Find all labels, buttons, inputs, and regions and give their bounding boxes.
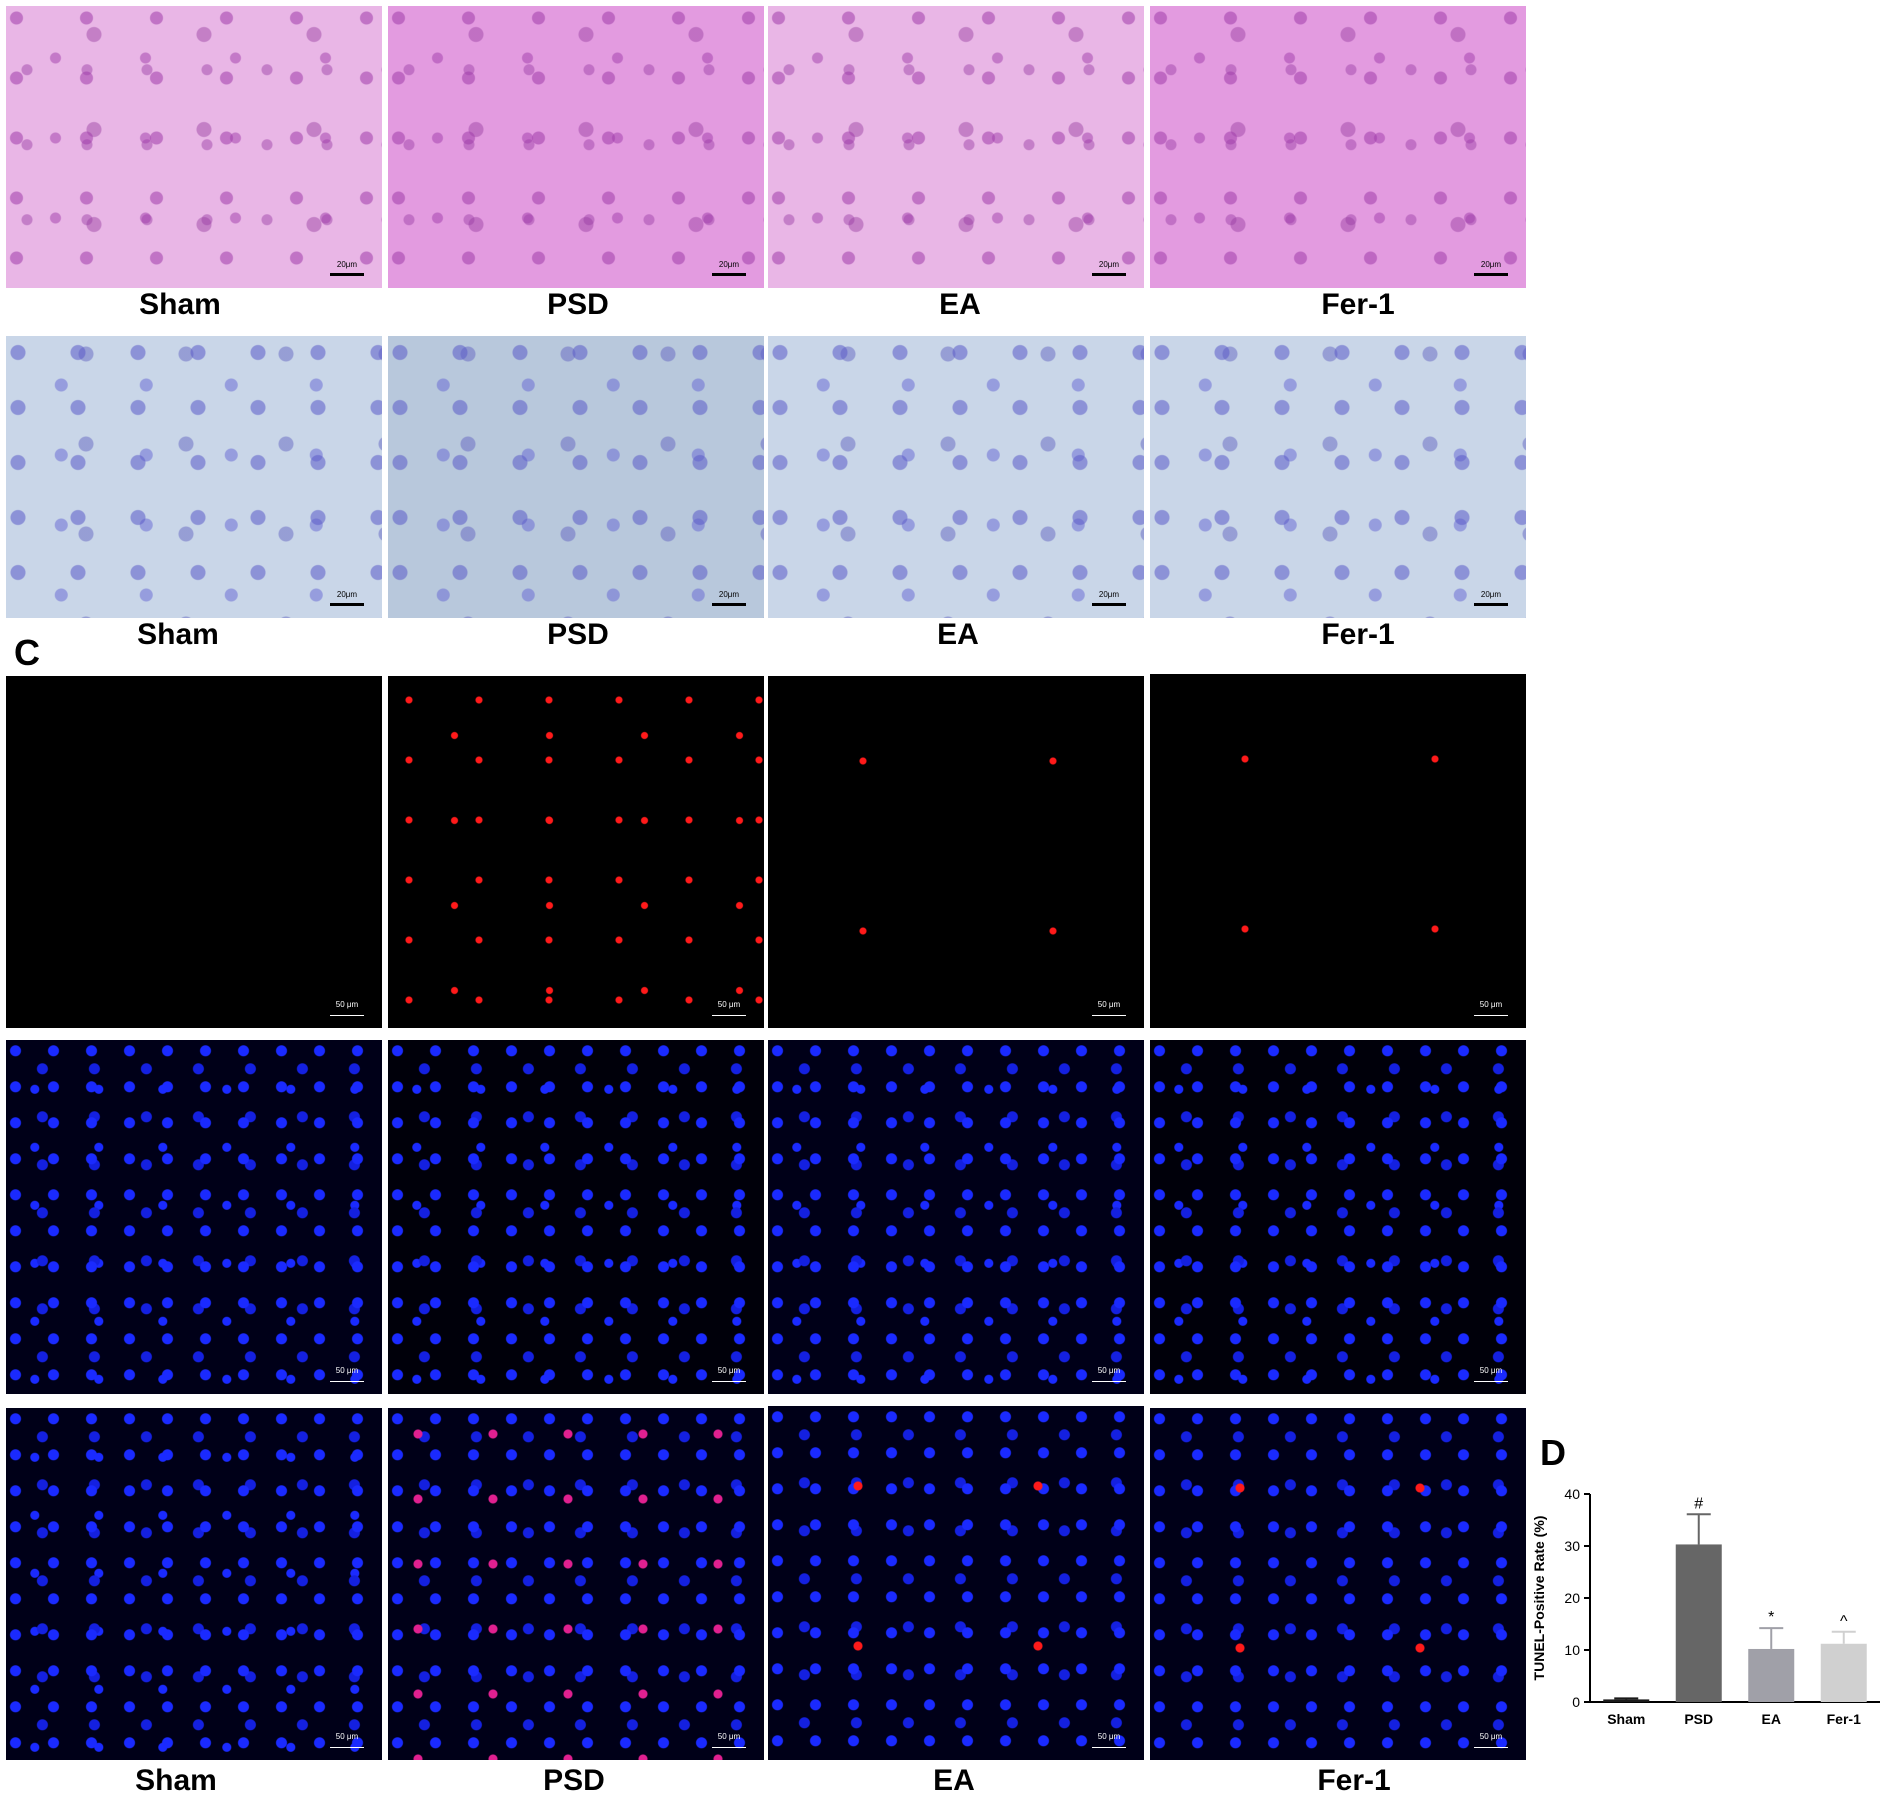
dapi-image-psd: 50 μm [388,1040,764,1394]
he-image-sham: 20μm [6,6,382,288]
merge-image-ea: 50 μm [768,1406,1144,1760]
scale-label: 50 μm [717,1732,741,1741]
scale-label: 20μm [336,260,358,269]
group-label-psd: PSD [543,1764,605,1797]
dapi-image-fer1: 50 μm [1150,1040,1526,1394]
scale-label: 50 μm [335,1366,359,1375]
dapi-image-ea: 50 μm [768,1040,1144,1394]
bar-sham [1603,1699,1650,1702]
he-image-psd: 20μm [388,6,764,288]
merge-image-sham: 50 μm [6,1408,382,1760]
scale-label: 20μm [1098,260,1120,269]
x-tick-label: PSD [1684,1711,1713,1727]
tunel-image-psd: 50 μm [388,676,764,1028]
x-tick-label: Fer-1 [1827,1711,1861,1727]
merge-image-psd: 50 μm [388,1408,764,1760]
group-label-sham: Sham [139,288,221,321]
tunel-bar-chart: 0 10 20 30 40 TUNEL-Positive Rate (%) Sham # PSD… [1531,1486,1880,1727]
y-tick-label: 20 [1564,1590,1580,1606]
scale-label: 50 μm [1097,1732,1121,1741]
y-tick-label: 30 [1564,1538,1580,1554]
tunel-image-ea: 50 μm [768,676,1144,1028]
group-label-ea: EA [939,288,981,321]
dapi-image-sham: 50 μm [6,1040,382,1394]
scale-label: 50 μm [717,1000,741,1009]
bar-psd [1675,1544,1722,1702]
group-label-sham: Sham [135,1764,217,1797]
y-tick-label: 10 [1564,1642,1580,1658]
tunel-image-sham: 50 μm [6,676,382,1028]
bar-fer-1 [1820,1643,1867,1702]
panel-label-d: D [1540,1432,1566,1473]
nissl-image-psd: 20μm [388,336,764,618]
panel-label-c: C [14,632,40,673]
y-tick-label: 40 [1564,1486,1580,1502]
group-label-fer1: Fer-1 [1321,288,1395,321]
bar-ea [1748,1648,1795,1702]
scale-label: 20μm [336,590,358,599]
merge-image-fer1: 50 μm [1150,1408,1526,1760]
nissl-image-ea: 20μm [768,336,1144,618]
group-label-sham: Sham [137,618,219,651]
x-tick-label: Sham [1607,1711,1645,1727]
scale-label: 20μm [1480,590,1502,599]
group-label-ea: EA [933,1764,975,1797]
nissl-image-fer1: 20μm [1150,336,1526,618]
significance-mark: # [1694,1495,1703,1512]
significance-mark: * [1768,1609,1774,1626]
scale-label: 50 μm [1479,1000,1503,1009]
tunel-image-fer1: 50 μm [1150,674,1526,1028]
y-tick-label: 0 [1572,1694,1580,1710]
group-label-fer1: Fer-1 [1321,618,1395,651]
scale-label: 50 μm [717,1366,741,1375]
group-label-ea: EA [937,618,979,651]
nissl-image-sham: 20μm [6,336,382,618]
scale-label: 50 μm [1479,1732,1503,1741]
he-image-ea: 20μm [768,6,1144,288]
scale-label: 20μm [1480,260,1502,269]
scale-label: 50 μm [1097,1000,1121,1009]
significance-mark: ^ [1840,1613,1848,1630]
group-label-fer1: Fer-1 [1317,1764,1391,1797]
x-tick-label: EA [1762,1711,1781,1727]
he-image-fer1: 20μm [1150,6,1526,288]
scale-label: 20μm [718,590,740,599]
scale-label: 50 μm [335,1000,359,1009]
scale-label: 20μm [1098,590,1120,599]
scale-label: 20μm [718,260,740,269]
y-axis-label: TUNEL-Positive Rate (%) [1531,1516,1547,1681]
group-label-psd: PSD [547,618,609,651]
scale-label: 50 μm [1479,1366,1503,1375]
scale-label: 50 μm [335,1732,359,1741]
scale-label: 50 μm [1097,1366,1121,1375]
group-label-psd: PSD [547,288,609,321]
